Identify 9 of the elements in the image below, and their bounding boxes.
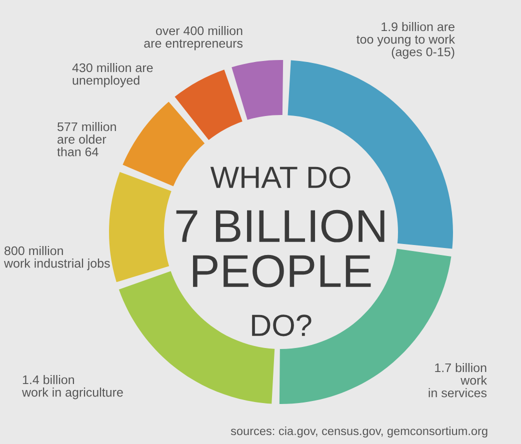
slice-label: 800 million work industrial jobs	[4, 246, 110, 270]
text: WHAT DO 7 BILLION PEOPLE DO?	[176, 166, 384, 336]
slice-label: 1.4 billion work in agriculture	[22, 375, 123, 400]
source-note: sources: cia.gov, census.gov, gemconsortium.org	[230, 426, 488, 438]
slice-label: over 400 million are entrepreneurs	[144, 26, 243, 50]
slice-label: 430 million are unemployed	[72, 63, 153, 88]
slice-label: 1.7 billion work in services	[428, 363, 488, 398]
slice-label: 577 million are older than 64	[57, 122, 116, 156]
slice-label: 1.9 billion are too young to work (ages 0-15)	[356, 22, 456, 59]
